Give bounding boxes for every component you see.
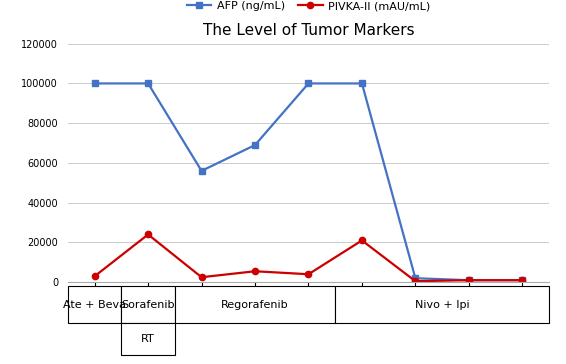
AFP (ng/mL) xyxy=(252,143,259,147)
AFP (ng/mL) xyxy=(519,278,526,282)
PIVKA-II (mAU/mL) xyxy=(198,275,205,280)
Text: Nivo + Ipi: Nivo + Ipi xyxy=(415,300,469,309)
Line: AFP (ng/mL): AFP (ng/mL) xyxy=(92,80,525,283)
Line: PIVKA-II (mAU/mL): PIVKA-II (mAU/mL) xyxy=(92,232,525,284)
Text: Ate + Beva: Ate + Beva xyxy=(63,300,126,309)
Bar xyxy=(335,286,549,323)
PIVKA-II (mAU/mL) xyxy=(145,232,152,237)
Text: RT: RT xyxy=(142,334,155,344)
Text: Regorafenib: Regorafenib xyxy=(221,300,289,309)
X-axis label: Treatment period: Treatment period xyxy=(255,308,362,320)
Bar xyxy=(121,286,175,323)
AFP (ng/mL) xyxy=(305,81,312,86)
AFP (ng/mL) xyxy=(91,81,98,86)
AFP (ng/mL) xyxy=(465,278,472,282)
Bar xyxy=(68,286,121,323)
AFP (ng/mL) xyxy=(145,81,152,86)
PIVKA-II (mAU/mL) xyxy=(519,278,526,282)
PIVKA-II (mAU/mL) xyxy=(465,278,472,282)
PIVKA-II (mAU/mL) xyxy=(305,272,312,276)
AFP (ng/mL) xyxy=(412,276,419,280)
Bar xyxy=(121,323,175,355)
Title: The Level of Tumor Markers: The Level of Tumor Markers xyxy=(203,23,414,38)
PIVKA-II (mAU/mL) xyxy=(252,269,259,273)
Text: Sorafenib: Sorafenib xyxy=(121,300,175,309)
AFP (ng/mL) xyxy=(358,81,365,86)
PIVKA-II (mAU/mL) xyxy=(358,238,365,243)
Bar xyxy=(175,286,335,323)
AFP (ng/mL) xyxy=(198,169,205,173)
PIVKA-II (mAU/mL) xyxy=(91,274,98,278)
Legend: AFP (ng/mL), PIVKA-II (mAU/mL): AFP (ng/mL), PIVKA-II (mAU/mL) xyxy=(182,0,435,16)
PIVKA-II (mAU/mL) xyxy=(412,279,419,284)
